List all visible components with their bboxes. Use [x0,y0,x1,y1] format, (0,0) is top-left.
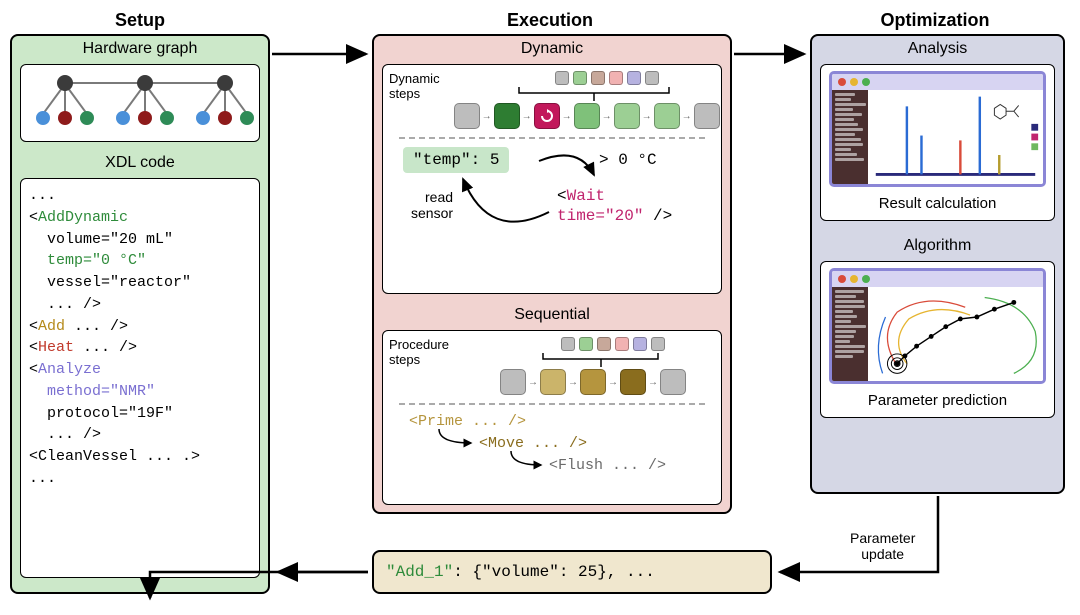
sequential-arrows [389,413,729,483]
setup-panel: Hardware graph XDL code ...<AddDynamic v… [10,34,270,594]
dynamic-steps-label: Dynamic steps [389,71,446,101]
hardware-graph [20,64,260,142]
sequential-mini-top [503,337,723,351]
dynamic-separator [399,137,705,139]
xdl-code-box: ...<AddDynamic volume="20 mL" temp="0 °C… [20,178,260,578]
sequential-bracket [483,351,723,369]
sequential-mini-bottom: →→→→ [463,369,723,395]
procedure-steps-label: Procedure steps [389,337,455,367]
diagram-canvas: Setup Execution Optimization Hardware gr… [10,10,1070,605]
analysis-box: Result calculation [820,64,1055,221]
parameter-update-label: Parameter update [850,530,915,562]
sequential-box: Procedure steps →→→→ <Prime ... /> <Move… [382,330,722,505]
sequential-separator [399,403,705,405]
wait-code-line2: time="20" /> [557,207,672,225]
dynamic-mini-top [494,71,720,85]
algorithm-window [829,268,1046,384]
analysis-window [829,71,1046,187]
algorithm-box: Parameter prediction [820,261,1055,418]
parameter-prediction-label: Parameter prediction [821,390,1054,413]
feedback-box: "Add_1": {"volume": 25}, ... [372,550,772,594]
setup-title: Setup [10,10,270,31]
result-calculation-label: Result calculation [821,193,1054,216]
dynamic-mini-bottom: →→→→→→ [454,103,720,129]
dynamic-title: Dynamic [374,36,730,60]
feedback-code: "Add_1": {"volume": 25}, ... [374,552,770,593]
dynamic-box: Dynamic steps →→→→→→ "temp": 5 > 0 °C re… [382,64,722,294]
algorithm-title: Algorithm [812,233,1063,257]
optimization-panel: Analysis Result calculation Algorithm Pa… [810,34,1065,494]
sequential-title: Sequential [374,302,730,326]
optimization-title: Optimization [810,10,1060,31]
execution-panel: Dynamic Dynamic steps →→→→→→ "temp": 5 >… [372,34,732,514]
xdl-code: ...<AddDynamic volume="20 mL" temp="0 °C… [21,179,259,496]
analysis-title: Analysis [812,36,1063,60]
dynamic-bracket [474,85,714,103]
wait-code-line1: <Wait [557,187,605,205]
xdl-code-title: XDL code [12,150,268,174]
execution-title: Execution [370,10,730,31]
hardware-graph-title: Hardware graph [12,36,268,60]
